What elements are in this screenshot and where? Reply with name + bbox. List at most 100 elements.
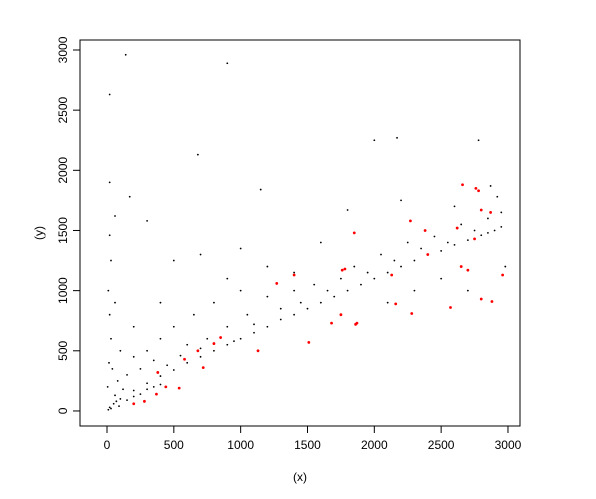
- point: [179, 354, 182, 357]
- point: [107, 289, 110, 292]
- point: [199, 347, 202, 350]
- point: [226, 325, 229, 328]
- point: [239, 247, 242, 250]
- point: [119, 349, 122, 352]
- point: [213, 301, 215, 304]
- point: [479, 297, 483, 301]
- point: [110, 407, 112, 410]
- point: [110, 337, 112, 340]
- point: [466, 268, 470, 272]
- y-tick-label: 2500: [56, 96, 70, 123]
- point: [126, 399, 128, 402]
- point: [386, 301, 389, 304]
- point: [440, 277, 443, 280]
- point: [333, 295, 336, 298]
- point: [206, 337, 209, 340]
- point: [266, 295, 269, 298]
- point: [108, 93, 111, 96]
- point: [426, 253, 430, 256]
- point: [132, 355, 135, 358]
- point: [107, 408, 110, 411]
- x-tick-label: 2500: [428, 438, 455, 452]
- point: [213, 349, 215, 352]
- point: [186, 361, 189, 364]
- point: [504, 265, 507, 268]
- point: [306, 307, 309, 310]
- y-tick-label: 2000: [56, 157, 70, 184]
- point: [346, 289, 349, 292]
- point: [196, 153, 199, 156]
- point: [477, 189, 480, 193]
- point: [380, 253, 382, 256]
- point: [119, 398, 122, 400]
- point: [433, 235, 436, 238]
- x-tick-label: 2000: [361, 438, 388, 452]
- point: [440, 250, 443, 252]
- x-tick-label: 1000: [227, 438, 254, 452]
- point: [132, 395, 135, 398]
- point: [490, 300, 494, 303]
- point: [386, 271, 389, 274]
- point: [293, 271, 296, 274]
- point: [449, 306, 452, 309]
- point: [139, 393, 142, 396]
- point: [124, 53, 127, 56]
- point: [275, 282, 279, 285]
- x-tick-label: 3000: [495, 438, 522, 452]
- point: [346, 209, 349, 211]
- point: [313, 283, 316, 286]
- point: [143, 399, 146, 403]
- point: [487, 231, 489, 234]
- point: [146, 382, 148, 385]
- point: [453, 205, 456, 208]
- point: [108, 361, 110, 364]
- point: [122, 388, 124, 391]
- point: [159, 301, 162, 304]
- point: [239, 337, 242, 340]
- point: [393, 259, 396, 262]
- y-tick-label: 500: [56, 340, 70, 360]
- point: [156, 371, 160, 374]
- point: [253, 331, 255, 334]
- point: [114, 394, 116, 397]
- point: [493, 229, 496, 232]
- point: [473, 229, 476, 232]
- point: [132, 389, 135, 392]
- point: [455, 226, 459, 230]
- point: [409, 219, 412, 223]
- point: [226, 343, 229, 346]
- point: [266, 265, 269, 268]
- point: [373, 139, 376, 142]
- point: [489, 211, 492, 214]
- point: [354, 322, 358, 326]
- point: [400, 265, 402, 268]
- point: [266, 325, 269, 328]
- point: [487, 217, 489, 220]
- point: [420, 247, 422, 250]
- point: [279, 307, 282, 310]
- y-tick-label: 1500: [56, 217, 70, 244]
- y-axis-label: (y): [32, 226, 46, 240]
- point: [259, 188, 262, 191]
- point: [164, 385, 168, 389]
- point: [496, 195, 499, 198]
- point: [108, 181, 111, 184]
- point: [172, 369, 175, 371]
- point: [106, 385, 109, 388]
- point: [146, 388, 148, 391]
- point: [459, 265, 463, 268]
- point: [466, 289, 469, 292]
- point: [343, 267, 347, 271]
- x-axis-label: (x): [293, 470, 307, 484]
- point: [460, 223, 463, 226]
- point: [114, 215, 116, 217]
- point: [353, 265, 356, 268]
- point: [112, 402, 115, 405]
- point: [128, 195, 131, 198]
- point: [352, 231, 356, 235]
- point: [413, 289, 416, 292]
- point: [319, 301, 322, 304]
- point: [446, 241, 449, 244]
- point: [413, 259, 416, 262]
